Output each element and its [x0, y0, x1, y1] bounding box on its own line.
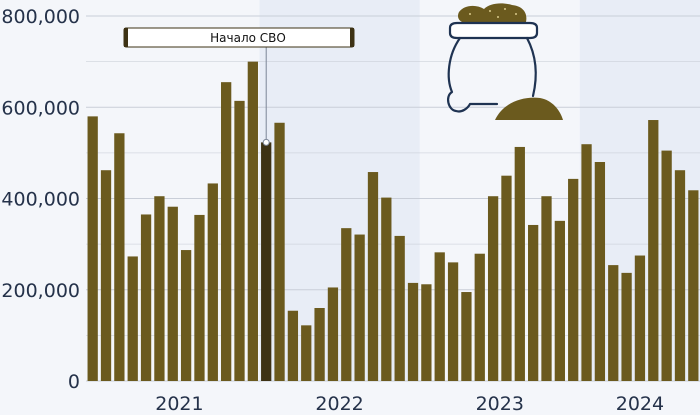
bar-2024-01	[581, 144, 592, 381]
bar-2023-12	[568, 178, 579, 381]
bar-2021-09	[207, 183, 218, 381]
bar-2021-02	[114, 133, 125, 381]
bar-2021-06	[167, 206, 178, 381]
bar-2023-11	[554, 220, 565, 381]
bar-2021-12	[247, 61, 258, 381]
bar-2024-03	[608, 265, 619, 381]
bar-2021-07	[180, 250, 192, 381]
bar-2023-06	[487, 196, 499, 381]
bar-2021-04	[140, 214, 152, 381]
bar-2024-07	[661, 150, 672, 381]
bar-2024-06	[648, 120, 659, 382]
y-tick-label-400000: 400,000	[1, 189, 80, 211]
y-tick-label-200000: 200,000	[1, 280, 80, 302]
bar-2023-09	[528, 224, 539, 381]
bar-2024-02	[594, 162, 606, 381]
year-label-2024: 2024	[616, 393, 664, 415]
y-tick-label-0: 0	[68, 371, 80, 393]
bar-2021-03	[127, 256, 138, 381]
annotation-box-edge-left	[124, 28, 128, 47]
bar-2023-05	[474, 253, 485, 381]
bar-2022-07	[341, 228, 352, 381]
annotation-marker	[262, 138, 270, 146]
bar-2024-05	[634, 255, 646, 381]
x-axis-year-labels: 2021 2022 2023 2024	[155, 393, 664, 415]
bar-2023-02	[434, 252, 445, 381]
bar-2022-11	[394, 235, 405, 381]
bar-2022-02	[274, 122, 285, 381]
bar-2023-03	[447, 262, 459, 381]
bar-2023-08	[514, 146, 525, 381]
bar-2021-05	[154, 196, 165, 381]
bar-2023-10	[541, 196, 552, 381]
year-band-2022	[259, 0, 420, 381]
bar-2021-08	[194, 214, 205, 381]
bar-2021-01	[100, 170, 112, 381]
bar-2023-07	[501, 175, 512, 381]
bar-2024-08	[674, 170, 686, 381]
bar-2022-05	[314, 308, 325, 381]
y-tick-label-600000: 600,000	[1, 97, 80, 119]
bars	[87, 61, 699, 382]
annotation-box-edge-right	[350, 28, 354, 47]
bar-2021-10	[221, 82, 232, 381]
bar-2020-12	[87, 116, 98, 381]
bar-2022-06	[327, 287, 339, 381]
y-tick-label-800000: 800,000	[1, 6, 80, 28]
bar-2022-12	[407, 282, 419, 381]
bar-2023-04	[461, 292, 472, 381]
bar-2024-04	[621, 272, 632, 381]
bar-2023-01	[421, 284, 432, 381]
bar-2024-09	[688, 190, 699, 381]
year-label-2023: 2023	[476, 393, 524, 415]
bar-2022-09	[367, 172, 379, 381]
bar-2022-08	[354, 234, 365, 381]
grain-sack-icon	[446, 3, 563, 120]
year-label-2022: 2022	[315, 393, 363, 415]
bar-2021-11	[234, 100, 245, 382]
annotation-text: Начало СВО	[210, 31, 286, 45]
year-label-2021: 2021	[155, 393, 203, 415]
bar-2022-10	[381, 197, 392, 381]
bar-2022-04	[301, 325, 312, 381]
bar-2022-01	[261, 142, 272, 381]
y-axis-ticks: 0 200,000 400,000 600,000 800,000	[1, 6, 80, 393]
bar-2022-03	[287, 310, 299, 381]
annotation: Начало СВО	[123, 27, 355, 146]
